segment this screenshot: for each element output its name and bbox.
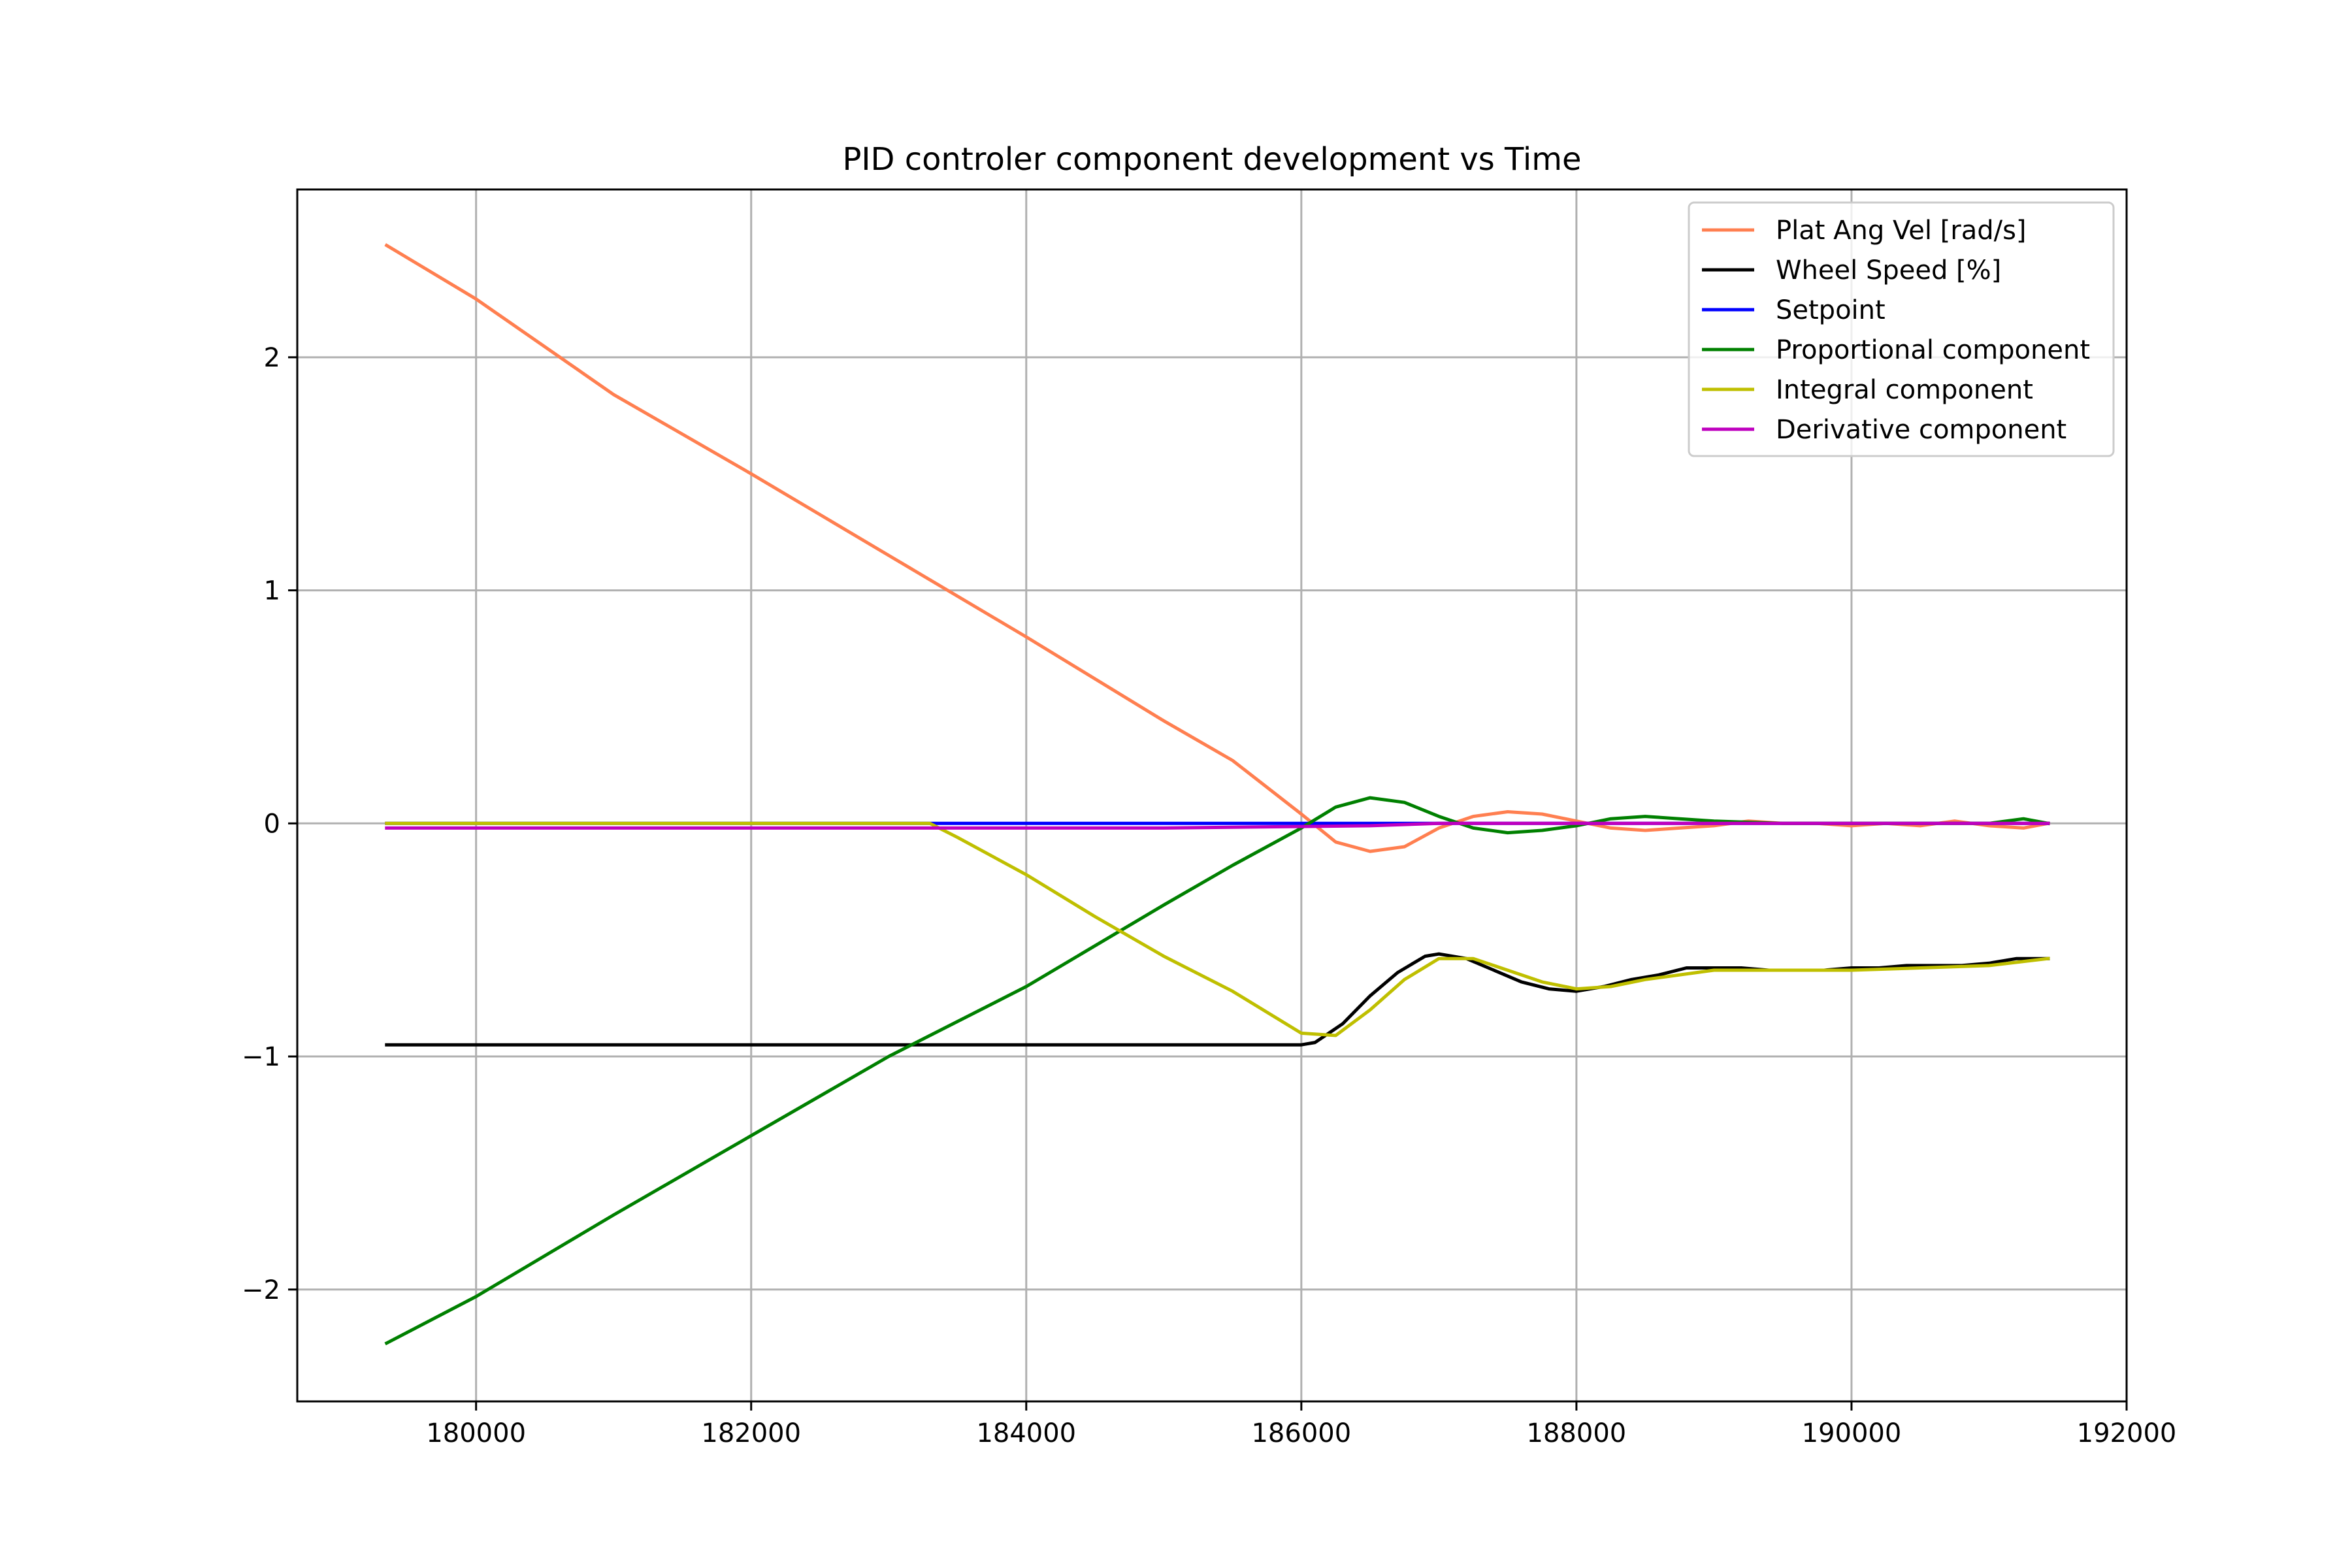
- x-tick-label: 182000: [701, 1418, 801, 1448]
- series-line-5: [385, 821, 2050, 1037]
- plot-area-frame: [296, 188, 2128, 1403]
- legend-label: Wheel Speed [%]: [1776, 255, 2001, 286]
- x-tick-label: 186000: [1251, 1418, 1351, 1448]
- legend-label: Proportional component: [1776, 335, 2090, 365]
- axis-ticks: 180000 182000 184000 186000 188000 190000 1920…: [242, 343, 2176, 1448]
- series-lines: [384, 243, 2050, 1346]
- x-tick-label: 184000: [976, 1418, 1076, 1448]
- legend: Plat Ang Vel [rad/s] Wheel Speed [%] Setpo…: [1688, 201, 2115, 457]
- series-line-6: [385, 821, 2050, 830]
- legend-box: [1688, 201, 2115, 457]
- x-tick-label: 192000: [2077, 1418, 2177, 1448]
- legend-label: Integral component: [1776, 375, 2033, 405]
- chart-title: PID controler component development vs T…: [842, 141, 1581, 178]
- legend-label: Setpoint: [1776, 295, 1886, 325]
- y-tick-label: 1: [264, 576, 280, 606]
- x-tick-label: 180000: [426, 1418, 526, 1448]
- legend-label: Derivative component: [1776, 415, 2066, 445]
- y-tick-label: −2: [242, 1275, 280, 1305]
- x-tick-label: 190000: [1802, 1418, 1902, 1448]
- y-tick-label: 2: [264, 343, 280, 373]
- y-tick-label: −1: [242, 1042, 280, 1072]
- y-tick-label: 0: [264, 809, 280, 839]
- x-tick-label: 188000: [1527, 1418, 1627, 1448]
- legend-label: Plat Ang Vel [rad/s]: [1776, 216, 2027, 246]
